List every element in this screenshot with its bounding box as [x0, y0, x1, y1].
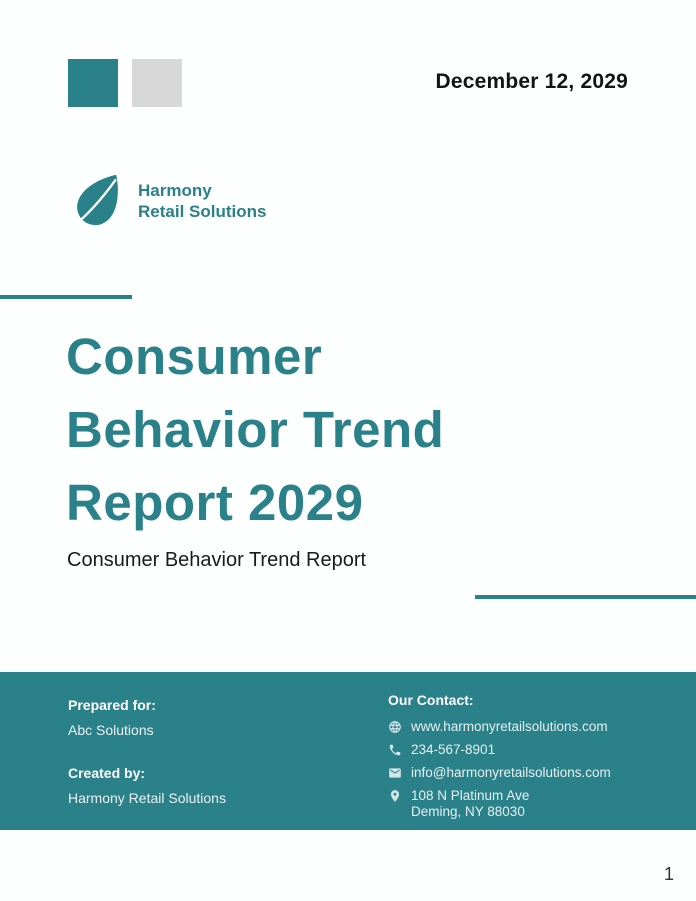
company-name: Harmony Retail Solutions	[138, 180, 266, 222]
leaf-icon	[70, 174, 118, 230]
teal-accent-square	[68, 59, 118, 107]
report-title: Consumer Behavior Trend Report 2029	[66, 328, 445, 531]
contact-label: Our Contact:	[388, 692, 474, 708]
contact-address-line1: 108 N Platinum Ave	[411, 788, 530, 803]
page-number: 1	[663, 864, 674, 884]
footer-left-column: Prepared for: Abc Solutions Created by: …	[68, 697, 226, 833]
contact-website: www.harmonyretailsolutions.com	[388, 719, 611, 735]
created-by-value: Harmony Retail Solutions	[68, 790, 226, 806]
contact-email-text: info@harmonyretailsolutions.com	[411, 765, 611, 780]
envelope-icon	[389, 768, 401, 778]
globe-icon	[389, 721, 401, 733]
prepared-for-value: Abc Solutions	[68, 722, 154, 738]
contact-phone-text: 234-567-8901	[411, 742, 496, 757]
left-accent-rule	[0, 295, 132, 299]
right-accent-rule	[475, 595, 696, 599]
report-date: December 12, 2029	[435, 70, 628, 93]
company-name-line2: Retail Solutions	[138, 202, 267, 221]
prepared-for-label: Prepared for:	[68, 697, 156, 713]
contact-address-text: 108 N Platinum Ave Deming, NY 88030	[411, 788, 529, 820]
created-by-label: Created by:	[68, 765, 146, 781]
company-name-line1: Harmony	[138, 181, 212, 200]
gray-accent-square	[132, 59, 182, 107]
contact-email: info@harmonyretailsolutions.com	[388, 765, 611, 781]
contact-website-text: www.harmonyretailsolutions.com	[411, 719, 608, 734]
report-subtitle: Consumer Behavior Trend Report	[67, 549, 367, 571]
contact-address: 108 N Platinum Ave Deming, NY 88030	[388, 788, 611, 820]
footer-contact-column: Our Contact: www.harmonyretailsolutions.…	[388, 692, 611, 827]
contact-phone: 234-567-8901	[388, 742, 611, 758]
contact-address-line2: Deming, NY 88030	[411, 804, 525, 819]
phone-icon	[389, 744, 401, 756]
cover-footer: Prepared for: Abc Solutions Created by: …	[0, 672, 696, 830]
location-pin-icon	[390, 790, 400, 802]
company-logo: Harmony Retail Solutions	[70, 170, 266, 232]
